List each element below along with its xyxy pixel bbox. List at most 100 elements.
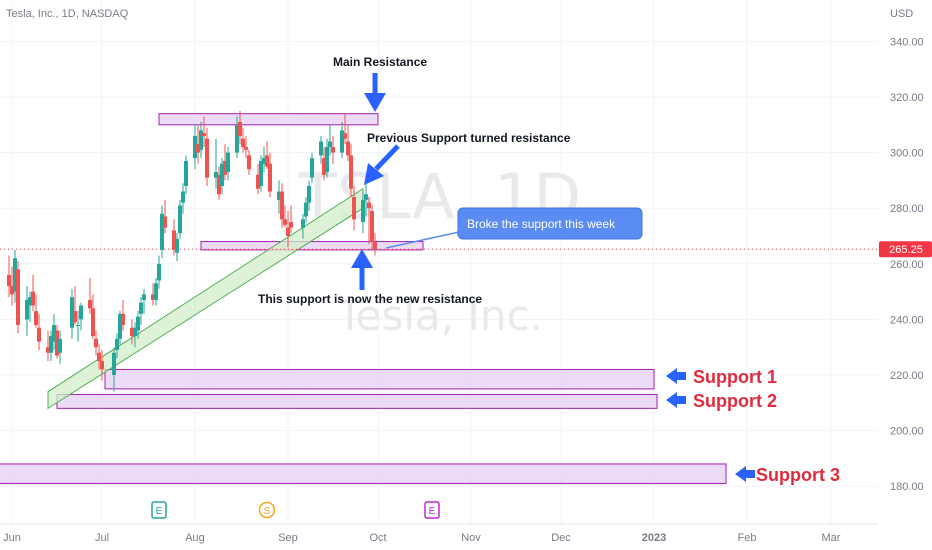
candle-body bbox=[367, 202, 371, 209]
candle-body bbox=[115, 338, 119, 350]
event-earnings-upcoming-icon[interactable]: E bbox=[424, 501, 440, 519]
y-tick-label: 240.00 bbox=[890, 314, 924, 326]
event-earnings-icon[interactable]: E bbox=[151, 501, 167, 519]
x-tick-label: Jul bbox=[95, 532, 109, 544]
candle-body bbox=[265, 155, 269, 167]
zone-support-resistance-line bbox=[200, 241, 424, 251]
callout[interactable]: Broke the support this week bbox=[385, 207, 643, 249]
y-tick-label: 280.00 bbox=[890, 203, 924, 215]
candle-body bbox=[247, 155, 251, 170]
candle bbox=[13, 249, 17, 303]
candle bbox=[289, 205, 293, 234]
candle-body bbox=[307, 185, 311, 203]
candle bbox=[304, 197, 308, 223]
price-tag-box bbox=[879, 241, 932, 258]
candle bbox=[175, 233, 179, 262]
candle-body bbox=[79, 305, 83, 320]
candle bbox=[133, 322, 137, 348]
candle bbox=[199, 122, 203, 159]
candle bbox=[217, 166, 221, 200]
candle bbox=[58, 330, 62, 364]
y-axis[interactable]: 180.00 200.00 220.00 240.00 260.00 280.00 300.… bbox=[890, 36, 924, 493]
candle bbox=[340, 122, 344, 159]
candle-body bbox=[52, 324, 56, 342]
candle bbox=[154, 277, 158, 306]
candle bbox=[88, 277, 92, 314]
candle-body bbox=[31, 291, 35, 306]
candle bbox=[73, 286, 77, 325]
svg-text:E: E bbox=[429, 506, 436, 517]
candle bbox=[94, 330, 98, 356]
candle bbox=[193, 124, 197, 170]
candle-body bbox=[184, 160, 188, 186]
candle bbox=[328, 124, 332, 156]
zones bbox=[0, 113, 727, 484]
candle-body bbox=[76, 324, 80, 326]
candle-body bbox=[178, 205, 182, 234]
candle bbox=[7, 255, 11, 298]
candle-body bbox=[112, 352, 116, 375]
candle-body bbox=[25, 299, 29, 320]
arrow-new-resistance bbox=[351, 249, 373, 290]
candle bbox=[238, 110, 242, 145]
candle-body bbox=[256, 174, 260, 189]
candle-body bbox=[328, 141, 332, 148]
candle-body bbox=[55, 330, 59, 356]
currency-label: USD bbox=[890, 8, 913, 20]
candle bbox=[157, 255, 161, 289]
candle-body bbox=[289, 222, 293, 228]
candle-body bbox=[235, 124, 239, 153]
candle bbox=[76, 311, 80, 342]
candle bbox=[28, 291, 32, 323]
candle bbox=[196, 124, 200, 164]
candle-body bbox=[130, 327, 134, 337]
x-axis[interactable]: Jun Jul Aug Sep Oct Nov Dec 2023 Feb Mar bbox=[3, 532, 841, 544]
candle bbox=[310, 152, 314, 184]
candle-body bbox=[262, 158, 266, 164]
candle bbox=[100, 349, 104, 381]
y-tick-label: 320.00 bbox=[890, 92, 924, 104]
candle bbox=[283, 205, 287, 228]
x-tick-label: Jun bbox=[3, 532, 21, 544]
candle-body bbox=[226, 152, 230, 173]
candle bbox=[130, 319, 134, 345]
candle bbox=[235, 116, 239, 159]
candle-body bbox=[28, 297, 32, 306]
candle-body bbox=[283, 219, 287, 225]
candle bbox=[91, 294, 95, 339]
candle-body bbox=[202, 133, 206, 136]
candle bbox=[319, 135, 323, 164]
candle-body bbox=[10, 286, 14, 295]
candle bbox=[214, 138, 218, 189]
candle bbox=[220, 158, 224, 195]
candle bbox=[79, 302, 83, 331]
candle-body bbox=[121, 313, 125, 325]
candle bbox=[31, 274, 35, 312]
support-2-arrow-icon bbox=[666, 392, 686, 408]
candle bbox=[277, 180, 281, 214]
candle bbox=[202, 116, 206, 148]
candle-body bbox=[175, 238, 179, 253]
main-resistance-label: Main Resistance bbox=[333, 55, 427, 69]
candle-body bbox=[181, 191, 185, 203]
support-1-label: Support 1 bbox=[693, 367, 777, 387]
new-resistance-label: This support is now the new resistance bbox=[258, 292, 482, 306]
y-tick-label: 220.00 bbox=[890, 370, 924, 382]
candle bbox=[70, 288, 74, 339]
candle bbox=[268, 152, 272, 198]
x-tick-label: Sep bbox=[278, 532, 298, 544]
y-tick-label: 200.00 bbox=[890, 426, 924, 438]
candle-body bbox=[142, 294, 146, 300]
x-tick-label: Feb bbox=[738, 532, 757, 544]
candle-body bbox=[343, 133, 347, 139]
candle bbox=[265, 141, 269, 170]
event-split-icon[interactable]: S bbox=[258, 501, 276, 519]
candle-body bbox=[94, 338, 98, 348]
candle bbox=[346, 124, 350, 161]
candle bbox=[25, 286, 29, 337]
candle-body bbox=[34, 311, 38, 325]
candle bbox=[367, 197, 371, 245]
candle bbox=[364, 183, 368, 217]
